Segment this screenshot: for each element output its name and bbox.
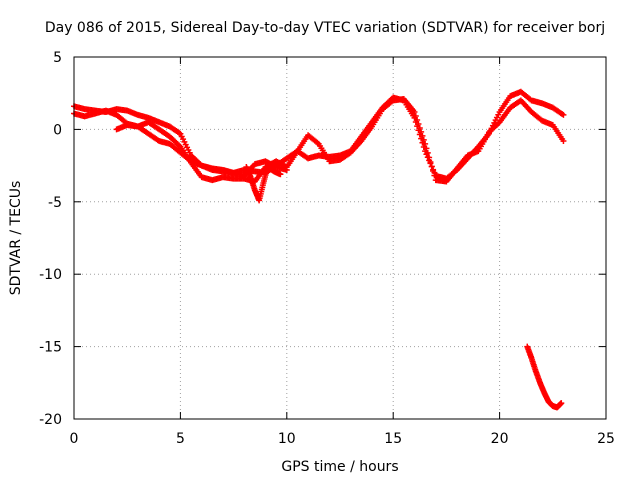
x-tick-label: 25 [597,431,615,447]
data-point [426,154,433,161]
x-tick-label: 20 [491,431,509,447]
y-axis-label: SDTVAR / TECUs [8,181,24,296]
data-point [415,120,422,127]
grid-lines [74,57,606,419]
data-point [560,137,567,144]
data-point [283,166,290,173]
x-tick-label: 10 [278,431,296,447]
data-point [428,163,435,170]
data-point [558,400,565,407]
data-point [277,171,284,178]
data-point [424,149,431,156]
data-point [430,168,437,175]
data-point [423,145,430,152]
data-point [418,128,425,135]
y-tick-label: -15 [39,340,62,356]
x-tick-label: 5 [176,431,185,447]
y-tick-label: 5 [53,50,62,66]
x-tick-label: 15 [384,431,402,447]
data-point [416,124,423,131]
y-tick-label: 0 [53,122,62,138]
data-point [422,140,429,147]
x-tick-label: 0 [70,431,79,447]
plot-frame [73,56,607,420]
chart-title: Day 086 of 2015, Sidereal Day-to-day VTE… [45,20,605,36]
data-point [420,136,427,143]
data-point [412,113,419,120]
axis-ticks: 0 5 10 15 20 25 5 0 -5 -10 -15 -20 [39,50,615,447]
data-marks [71,88,567,411]
x-axis-label: GPS time / hours [281,459,398,475]
y-tick-label: -10 [39,267,62,283]
data-point [560,111,567,118]
data-point [411,109,418,116]
data-point [427,158,434,165]
y-tick-label: -20 [39,412,62,428]
data-point [419,132,426,139]
y-tick-label: -5 [48,195,62,211]
data-point [414,116,421,123]
data-point [431,172,438,179]
